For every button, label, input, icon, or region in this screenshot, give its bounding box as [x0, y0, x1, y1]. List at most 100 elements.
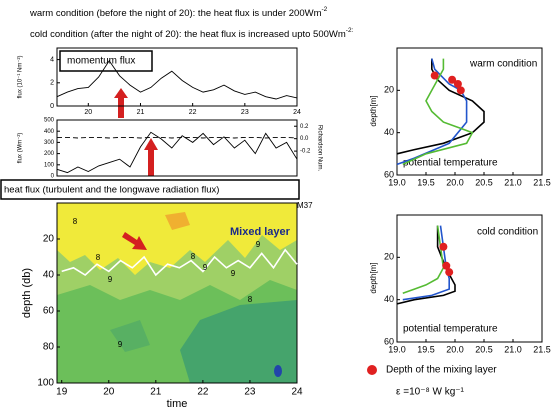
contour-label: 9 — [256, 240, 261, 249]
x-tick-label: 20.0 — [446, 177, 464, 187]
y-tick-label: 60 — [384, 169, 394, 179]
arrow — [144, 138, 158, 176]
y-tick-label: 40 — [384, 127, 394, 137]
y-tick-label: 20 — [43, 234, 55, 245]
y-tick-label: 300 — [44, 140, 55, 146]
x-axis-label: time — [167, 398, 188, 410]
legend-note: ε =10⁻⁸ W kg⁻¹ — [396, 387, 465, 398]
panel-label: cold condition — [477, 227, 538, 238]
x-tick-label: 19 — [56, 387, 68, 398]
x-tick-label: 23 — [241, 109, 249, 116]
mixing-depth-marker — [445, 268, 454, 277]
x-tick-label: 20.5 — [475, 177, 493, 187]
y-tick-label: 40 — [43, 270, 55, 281]
annotation: M37 — [297, 201, 313, 210]
contour-label: 9 — [118, 340, 123, 349]
x-tick-label: 22 — [197, 387, 209, 398]
x-tick-label: 20.0 — [446, 344, 464, 354]
contour-label: 9 — [108, 275, 113, 284]
note-text: cold condition (after the night of 20): … — [30, 29, 346, 40]
note-sup: -2: — [346, 27, 354, 34]
x-tick-label: 21 — [137, 109, 145, 116]
plot-frame — [56, 202, 298, 384]
legend-marker — [367, 365, 377, 375]
y-axis-label: depth[m] — [369, 95, 378, 126]
y-tick-label: 0 — [51, 174, 55, 180]
y-axis-label: depth[m] — [369, 262, 378, 293]
y-tick-label: 100 — [44, 162, 55, 168]
y-axis-label: flux (10⁻¹ Nm⁻²) — [18, 55, 24, 98]
x-tick-label: 19.5 — [417, 177, 435, 187]
arrow — [122, 232, 147, 250]
contour-label: 8 — [191, 252, 196, 261]
y-tick-label: 2 — [50, 80, 54, 87]
y-tick-label: 60 — [384, 336, 394, 346]
y-tick-label: 500 — [44, 118, 55, 124]
y-tick-label: 60 — [43, 306, 55, 317]
contour-label: 9 — [203, 263, 208, 272]
note-sup: -2 — [322, 6, 328, 13]
x-tick-label: 21.0 — [504, 344, 522, 354]
plot-frame — [56, 47, 298, 107]
y-tick-label: 20 — [384, 252, 394, 262]
x-tick-label: 20 — [84, 109, 92, 116]
contour-label: 8 — [248, 295, 253, 304]
plot-frame — [56, 119, 298, 177]
contour-label: 8 — [96, 253, 101, 262]
x-tick-label: 20 — [103, 387, 115, 398]
panel-label: momentum flux — [67, 56, 135, 67]
x-tick-label: 23 — [244, 387, 256, 398]
x-axis-label: potential temperature — [403, 158, 498, 169]
y-tick-label: 80 — [43, 342, 55, 353]
mixing-depth-marker — [453, 79, 462, 88]
y-tick-label: 200 — [44, 151, 55, 157]
mixing-depth-marker — [442, 261, 451, 270]
plot-frame — [396, 47, 543, 176]
x-axis-label: potential temperature — [403, 324, 498, 335]
y-tick-label: 400 — [44, 129, 55, 135]
y2-axis-label: Richardson Num. — [316, 125, 322, 172]
y-tick-label: 20 — [384, 85, 394, 95]
mixed-layer-line — [61, 248, 298, 277]
line — [57, 136, 298, 139]
panel-label: heat flux (turbulent and the longwave ra… — [4, 185, 219, 196]
x-tick-label: 21.5 — [533, 344, 551, 354]
label-box — [59, 50, 153, 72]
contour-field — [57, 203, 297, 383]
x-tick-label: 19.0 — [388, 344, 406, 354]
y2-tick-label: 0.0 — [300, 136, 309, 142]
legend-label: Depth of the mixing layer — [386, 365, 497, 376]
x-tick-label: 21 — [150, 387, 162, 398]
y-axis-label: depth (db) — [21, 268, 33, 318]
plot-frame — [396, 214, 543, 343]
y2-tick-label: 0.2 — [300, 124, 309, 130]
y-tick-label: 4 — [50, 56, 54, 63]
contour-label: 9 — [231, 269, 236, 278]
y-tick-label: 0 — [50, 103, 54, 110]
x-tick-label: 24 — [291, 387, 303, 398]
x-tick-label: 19.5 — [417, 344, 435, 354]
y-tick-label: 100 — [37, 378, 54, 389]
y-tick-label: 40 — [384, 294, 394, 304]
x-tick-label: 22 — [189, 109, 197, 116]
panel-label: warm condition — [469, 59, 537, 70]
line — [56, 131, 298, 174]
y-axis-label: flux (Wm⁻²) — [18, 133, 24, 164]
annotation: Mixed layer — [230, 226, 291, 238]
note-text: warm condition (before the night of 20):… — [29, 8, 322, 19]
line — [402, 58, 474, 166]
x-tick-label: 19.0 — [388, 177, 406, 187]
y2-tick-label: -0.2 — [300, 149, 311, 155]
line — [56, 59, 298, 100]
mixing-depth-marker — [439, 242, 448, 251]
x-tick-label: 21.5 — [533, 177, 551, 187]
x-tick-label: 24 — [293, 109, 301, 116]
note: cold condition (after the night of 20): … — [30, 27, 354, 40]
label-box — [0, 179, 300, 200]
mixing-depth-marker — [456, 86, 465, 95]
x-tick-label: 21.0 — [504, 177, 522, 187]
mixing-depth-marker — [430, 71, 439, 80]
contour-label: 8 — [73, 217, 78, 226]
x-tick-label: 20.5 — [475, 344, 493, 354]
